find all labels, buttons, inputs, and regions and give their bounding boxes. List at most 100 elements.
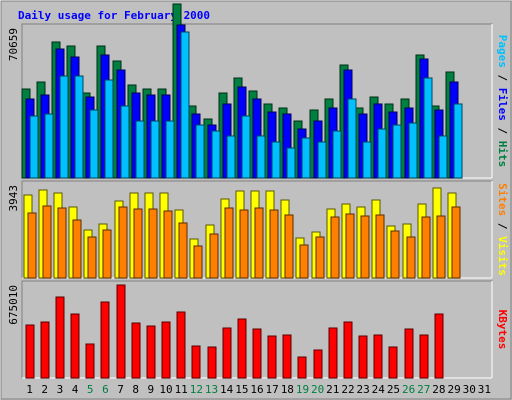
series-label-part: /	[496, 216, 509, 236]
bar-sites	[163, 210, 173, 279]
bar-sites	[436, 215, 446, 279]
series-kbytes	[25, 284, 444, 379]
series-label-part: /	[496, 121, 509, 141]
bar-kbytes	[358, 335, 368, 379]
bar-kbytes	[116, 284, 126, 379]
bar-sites	[148, 208, 158, 279]
bar-kbytes	[40, 321, 50, 379]
bar-pages	[408, 122, 418, 179]
bar-kbytes	[85, 343, 95, 379]
bar-sites	[390, 230, 400, 279]
bar-kbytes	[267, 335, 277, 379]
bar-kbytes	[131, 322, 141, 379]
bar-kbytes	[313, 349, 323, 379]
day-label: 8	[132, 383, 139, 396]
bar-pages	[332, 130, 342, 179]
bar-kbytes	[100, 301, 110, 379]
day-label: 11	[175, 383, 188, 396]
day-label: 3	[57, 383, 64, 396]
bar-pages	[362, 141, 372, 179]
panel-scale-label: 70659	[7, 28, 20, 61]
bar-sites	[406, 236, 416, 279]
bar-pages	[377, 128, 387, 179]
bar-kbytes	[176, 311, 186, 379]
bar-kbytes	[252, 328, 262, 379]
bar-kbytes	[282, 334, 292, 379]
bar-sites	[254, 207, 264, 279]
bar-kbytes	[207, 346, 217, 379]
bar-pages	[59, 75, 69, 179]
day-label: 28	[432, 383, 445, 396]
bar-pages	[89, 109, 99, 179]
day-label: 10	[159, 383, 172, 396]
bar-sites	[102, 229, 112, 279]
bar-pages	[241, 115, 251, 179]
bar-pages	[211, 130, 221, 179]
bar-pages	[44, 113, 54, 179]
bar-pages	[180, 31, 190, 179]
day-label: 24	[372, 383, 386, 396]
bar-pages	[74, 75, 84, 179]
panels-layer: 70659 Pages / Files / Hits 3943 Sites / Vis…	[7, 3, 509, 379]
day-label: 19	[296, 383, 309, 396]
bar-sites	[118, 206, 128, 279]
day-label: 1	[26, 383, 33, 396]
day-labels: 1 2 3 4 5 6 7 8 9 10 11 12 13 14 15 16 17 18 19 20 21 22 23 24 2…	[26, 383, 491, 396]
panel-hits_files_pages: 70659 Pages / Files / Hits	[7, 3, 509, 179]
panel-scale-label: 675010	[7, 285, 20, 325]
bar-sites	[178, 222, 188, 279]
bar-sites	[57, 207, 67, 279]
bar-kbytes	[388, 346, 398, 379]
bar-pages	[226, 135, 236, 179]
day-label: 13	[205, 383, 218, 396]
bar-kbytes	[161, 321, 171, 379]
bar-kbytes	[297, 356, 307, 379]
bar-pages	[317, 141, 327, 179]
day-label: 25	[387, 383, 400, 396]
bar-kbytes	[191, 345, 201, 379]
bar-kbytes	[373, 334, 383, 379]
day-label: 15	[235, 383, 248, 396]
day-label: 7	[117, 383, 124, 396]
bar-pages	[453, 103, 463, 179]
series-label-part: KBytes	[496, 310, 509, 350]
bar-sites	[360, 215, 370, 279]
bar-sites	[133, 208, 143, 279]
bar-kbytes	[237, 318, 247, 379]
bar-sites	[42, 205, 52, 279]
bar-pages	[135, 120, 145, 179]
panel-visits_sites: 3943 Sites / Visits	[7, 180, 509, 279]
panel-series-label: Pages / Files / Hits	[496, 35, 509, 168]
bar-sites	[224, 207, 234, 279]
bar-kbytes	[343, 321, 353, 379]
bar-sites	[193, 245, 203, 279]
bar-sites	[451, 206, 461, 279]
bar-kbytes	[146, 325, 156, 379]
day-label: 18	[281, 383, 294, 396]
bar-pages	[392, 124, 402, 179]
day-label: 30	[463, 383, 476, 396]
day-label: 9	[148, 383, 155, 396]
bar-kbytes	[404, 328, 414, 379]
day-label: 4	[72, 383, 79, 396]
panel-series-label: KBytes	[496, 310, 509, 350]
day-label: 27	[417, 383, 430, 396]
day-label: 23	[357, 383, 370, 396]
bar-sites	[421, 216, 431, 279]
bar-pages	[29, 115, 39, 179]
series-pages	[29, 31, 463, 179]
day-label: 29	[447, 383, 460, 396]
day-label: 5	[87, 383, 94, 396]
day-label: 16	[250, 383, 263, 396]
bar-kbytes	[434, 313, 444, 379]
bar-pages	[286, 147, 296, 179]
day-label: 22	[341, 383, 354, 396]
bar-sites	[87, 236, 97, 279]
series-label-part: /	[496, 68, 509, 88]
bar-kbytes	[419, 334, 429, 379]
bar-sites	[299, 244, 309, 279]
bar-pages	[347, 98, 357, 179]
bar-sites	[27, 212, 37, 279]
